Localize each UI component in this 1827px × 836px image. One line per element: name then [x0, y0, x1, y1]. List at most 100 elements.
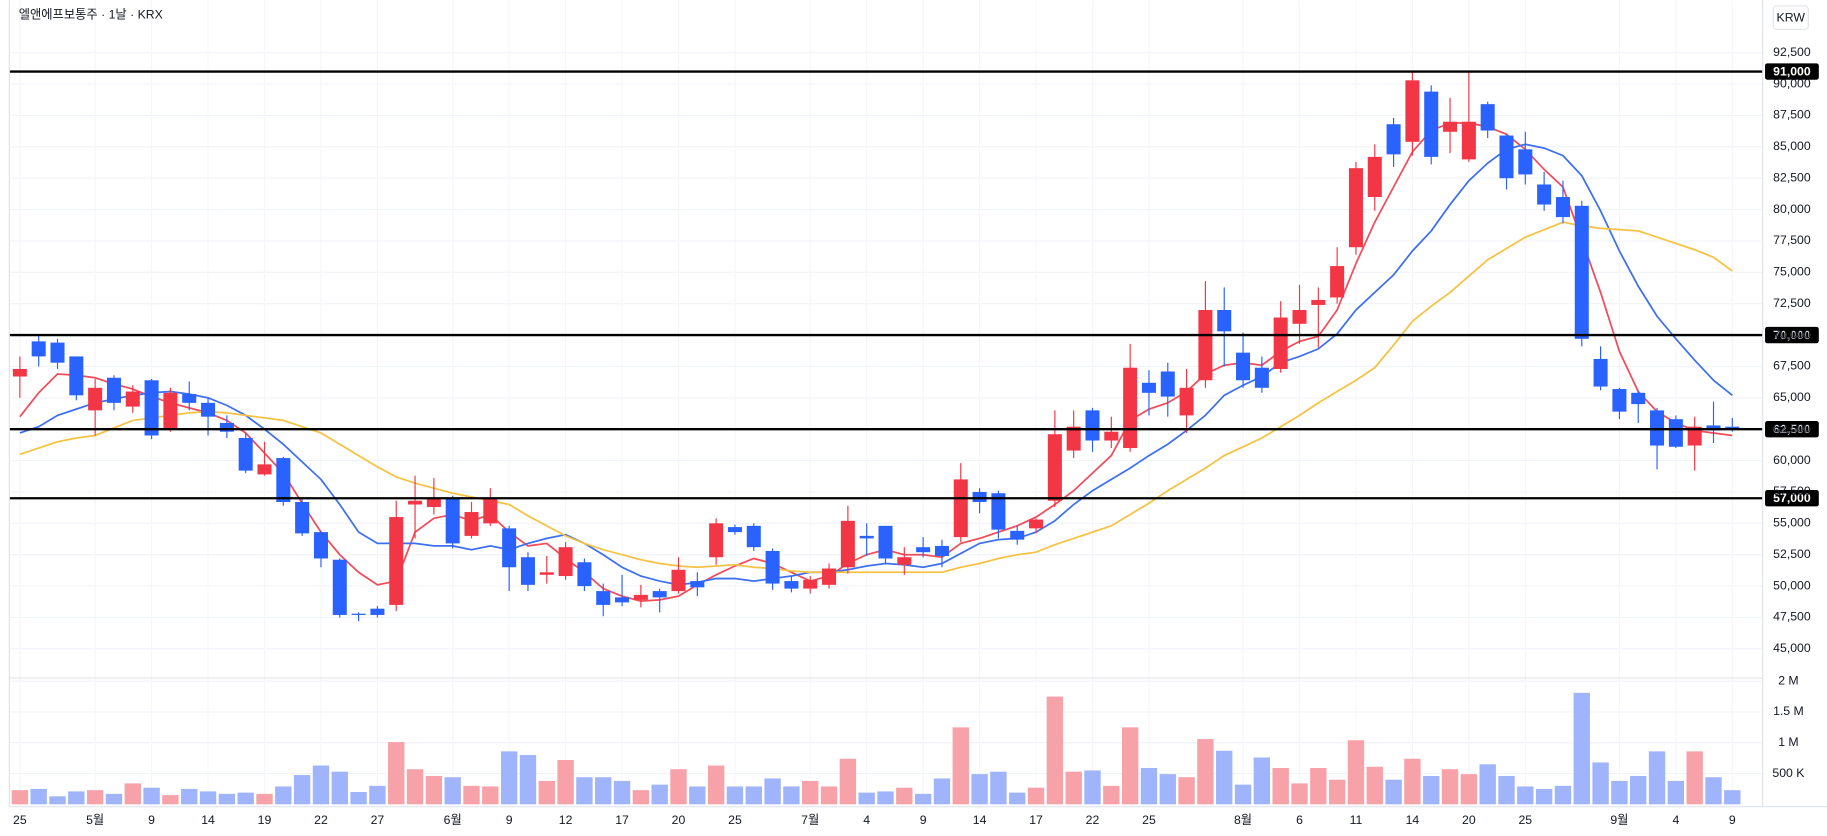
candle-body [332, 559, 347, 615]
x-tick-label: 9 [148, 813, 155, 827]
volume-bar [1178, 777, 1195, 805]
x-tick-label: 17 [1029, 813, 1043, 827]
x-tick-label: 27 [371, 813, 385, 827]
candle-body [1687, 426, 1702, 446]
x-tick-label: 5월 [86, 813, 104, 827]
y-tick-label: 75,000 [1773, 265, 1811, 279]
volume-bar [764, 778, 781, 805]
candle-body [1330, 266, 1345, 298]
volume-bar [707, 765, 725, 805]
volume-bar [896, 787, 913, 805]
volume-bar [1140, 767, 1158, 805]
candle-body [445, 498, 460, 544]
candle-body [1254, 367, 1269, 388]
volume-bar [237, 792, 254, 805]
volume-tick-label: 2 M [1778, 673, 1798, 687]
volume-bar [1648, 751, 1666, 805]
volume-bar [124, 783, 141, 805]
currency-button[interactable] [1772, 5, 1809, 30]
volume-bar [1441, 769, 1459, 805]
candle-body [1537, 184, 1552, 205]
candle-body [389, 517, 404, 605]
candle-body [276, 458, 291, 503]
volume-bar [1121, 727, 1139, 805]
currency-label[interactable]: KRW [1777, 10, 1806, 24]
volume-bar [1517, 786, 1534, 805]
volume-bar [820, 786, 838, 805]
volume-bar [1554, 785, 1572, 805]
candle-body [238, 437, 253, 471]
volume-bar [1404, 758, 1421, 805]
volume-bar [952, 727, 969, 805]
y-tick-label: 47,500 [1773, 610, 1811, 624]
volume-bar [802, 780, 819, 805]
x-tick-label: 4 [1672, 813, 1679, 827]
volume-bar [444, 777, 461, 805]
price-line-label: 57,000 [1773, 491, 1811, 505]
candle-body [1348, 168, 1363, 248]
volume-bar [914, 793, 932, 805]
volume-bar [1686, 751, 1703, 805]
candle-body [1668, 419, 1683, 447]
candle-body [972, 491, 987, 503]
x-tick-label: 9 [506, 813, 513, 827]
x-tick-label: 8월 [1234, 813, 1252, 827]
x-tick-label: 25 [1518, 813, 1532, 827]
volume-bar [1347, 740, 1365, 805]
volume-bar [670, 769, 687, 805]
x-tick-label: 11 [1350, 813, 1363, 827]
volume-bar [1046, 696, 1064, 805]
candle-body [878, 525, 893, 559]
y-tick-label: 82,500 [1773, 170, 1811, 184]
volume-bar [726, 786, 744, 805]
grid [9, 0, 1763, 807]
candle-body [257, 464, 272, 475]
price-line-label: 91,000 [1773, 64, 1811, 78]
candle-body [351, 613, 366, 615]
volume-bar [30, 788, 47, 805]
volume-bar [369, 785, 386, 805]
volume-bar [933, 778, 951, 805]
candle-body [370, 608, 385, 615]
volume-bar [275, 786, 292, 805]
volume-bar [143, 787, 160, 805]
price-line-box [1765, 63, 1819, 80]
volume-bar [1328, 779, 1346, 805]
price-line-label: 70,000 [1773, 328, 1811, 342]
volume-bar [1253, 757, 1271, 805]
y-tick-label: 55,000 [1773, 516, 1811, 530]
x-tick-label: 12 [559, 813, 573, 827]
candle-body [106, 377, 121, 403]
volume-bar [689, 786, 706, 805]
volume-bar [1460, 774, 1478, 805]
price-line-label: 62,500 [1773, 422, 1811, 436]
volume-bar [1573, 692, 1590, 805]
volume-bar [783, 786, 800, 805]
candle-body [69, 356, 84, 396]
x-tick-label: 7월 [801, 813, 819, 827]
volume-bar [463, 785, 480, 805]
volume-bar [745, 786, 762, 805]
volume-bar [388, 742, 405, 805]
volume-bar [839, 758, 857, 805]
x-tick-label: 25 [13, 813, 27, 827]
candle-body [31, 341, 46, 357]
ma-line [19, 221, 1733, 574]
x-tick-label: 9 [920, 813, 927, 827]
candle-body [1443, 121, 1458, 132]
x-tick-label: 22 [314, 813, 328, 827]
candle-body [182, 394, 197, 403]
volume-bar [162, 795, 179, 805]
y-tick-label: 70,000 [1773, 327, 1811, 341]
candle-body [12, 368, 27, 377]
x-tick-label: 14 [973, 813, 987, 827]
volume-bar [256, 793, 273, 805]
candle-body [1480, 104, 1495, 131]
candle-body [201, 402, 216, 417]
candle-body [426, 498, 441, 508]
volume-bar [49, 796, 66, 805]
volume-bar [1197, 739, 1214, 805]
volume-bar [1592, 762, 1609, 805]
volume-bar [1385, 779, 1402, 805]
